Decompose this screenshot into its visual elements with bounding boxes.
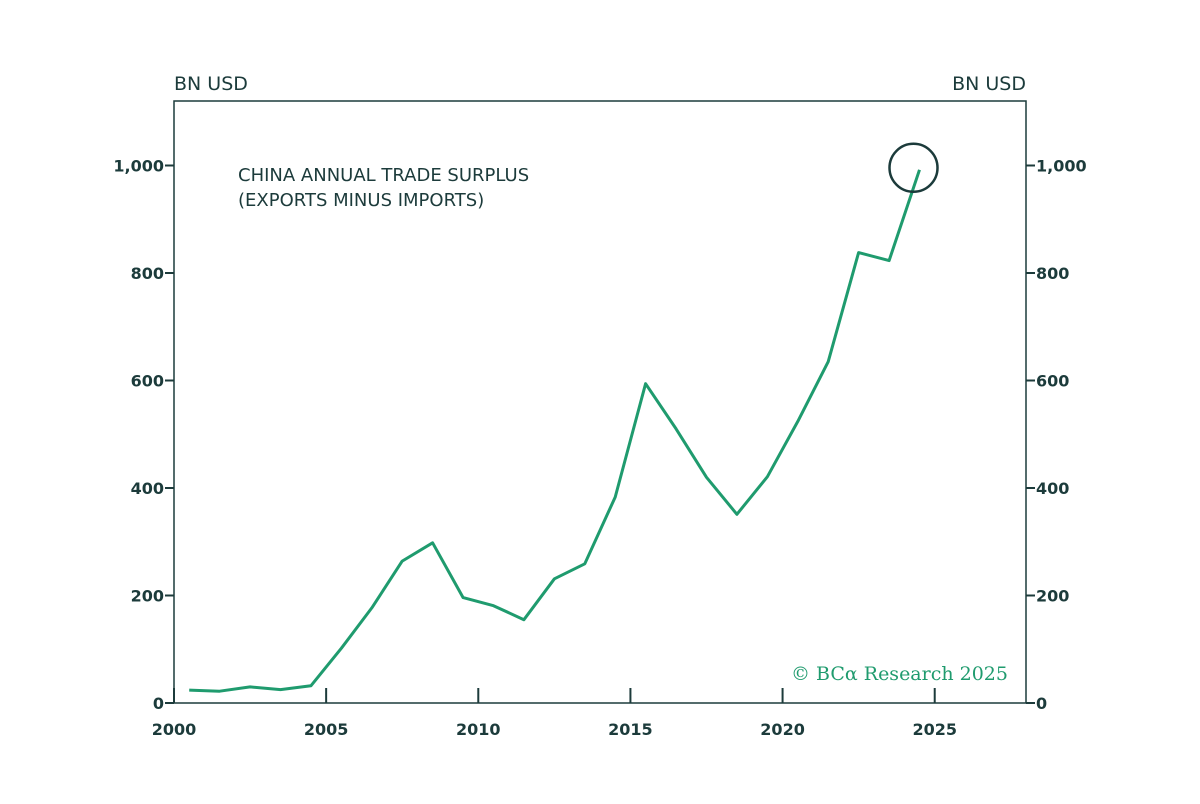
y-tick-label-right: 0: [1036, 694, 1047, 713]
y-tick-label-left: 200: [131, 587, 164, 606]
chart-title: CHINA ANNUAL TRADE SURPLUS: [238, 165, 529, 186]
left-axis-unit: BN USD: [174, 73, 248, 95]
x-tick-label: 2010: [456, 720, 501, 739]
y-tick-label-right: 600: [1036, 372, 1069, 391]
x-tick-label: 2000: [152, 720, 197, 739]
y-tick-label-left: 1,000: [113, 157, 164, 176]
y-tick-label-right: 400: [1036, 479, 1069, 498]
x-tick-label: 2015: [608, 720, 653, 739]
x-tick-label: 2020: [760, 720, 805, 739]
y-tick-label-right: 200: [1036, 587, 1069, 606]
chart-subtitle: (EXPORTS MINUS IMPORTS): [238, 190, 484, 211]
trade-surplus-line: [189, 169, 921, 693]
credit-text: © BCα Research 2025: [791, 663, 1008, 685]
y-tick-label-right: 1,000: [1036, 157, 1087, 176]
plot-frame: [173, 100, 1027, 704]
y-tick-label-left: 800: [131, 264, 164, 283]
x-tick-label: 2025: [912, 720, 957, 739]
highlight-circle: [888, 142, 939, 194]
y-tick-label-right: 800: [1036, 264, 1069, 283]
right-axis-unit: BN USD: [952, 73, 1026, 95]
y-tick-label-left: 0: [153, 694, 164, 713]
axis-ticks: 0 0 200 200 400 400 600 600 800 800 1,000 1,000 2000…: [113, 157, 1086, 740]
y-tick-label-left: 400: [131, 479, 164, 498]
x-tick-label: 2005: [304, 720, 349, 739]
y-tick-label-left: 600: [131, 372, 164, 391]
